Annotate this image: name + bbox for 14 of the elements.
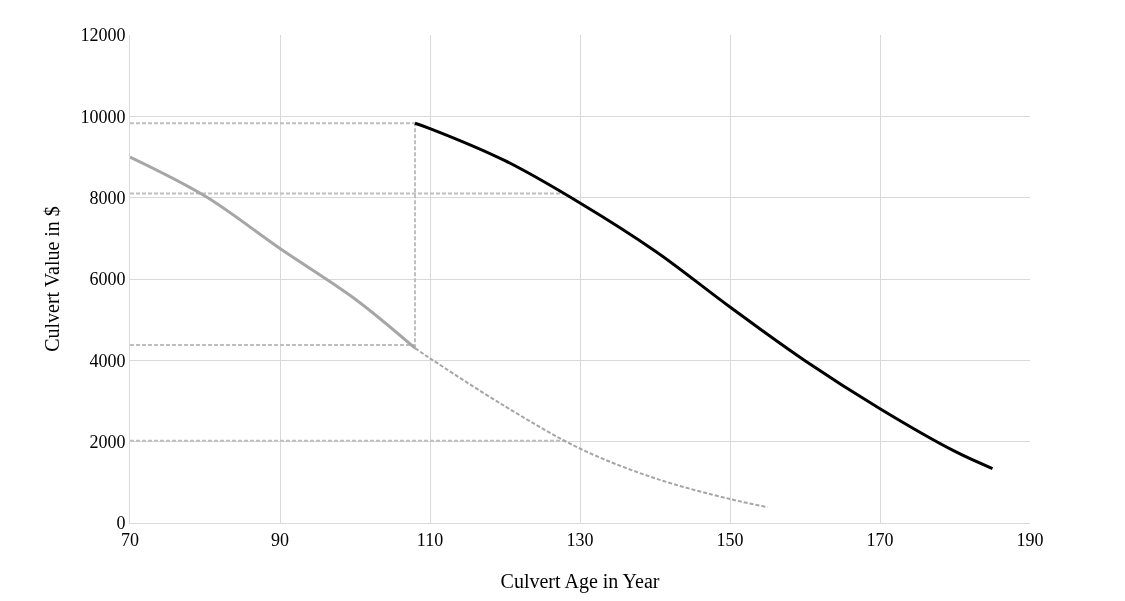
x-tick-label: 110 xyxy=(416,529,444,550)
x-tick-label: 130 xyxy=(566,529,594,550)
y-tick-label: 6000 xyxy=(89,269,126,290)
x-tick-label: 150 xyxy=(716,529,744,550)
y-axis-title: Culvert Value in $ xyxy=(40,206,63,352)
y-tick-label: 10000 xyxy=(80,106,126,127)
y-tick-label: 4000 xyxy=(89,350,126,371)
y-tick-label: 12000 xyxy=(80,25,126,46)
y-tick-label: 2000 xyxy=(89,431,126,452)
x-tick-label: 190 xyxy=(1016,529,1044,550)
x-tick-label: 170 xyxy=(866,529,894,550)
x-axis-title: Culvert Age in Year xyxy=(500,570,660,594)
y-tick-label: 8000 xyxy=(89,187,126,208)
x-tick-label: 90 xyxy=(271,529,289,550)
